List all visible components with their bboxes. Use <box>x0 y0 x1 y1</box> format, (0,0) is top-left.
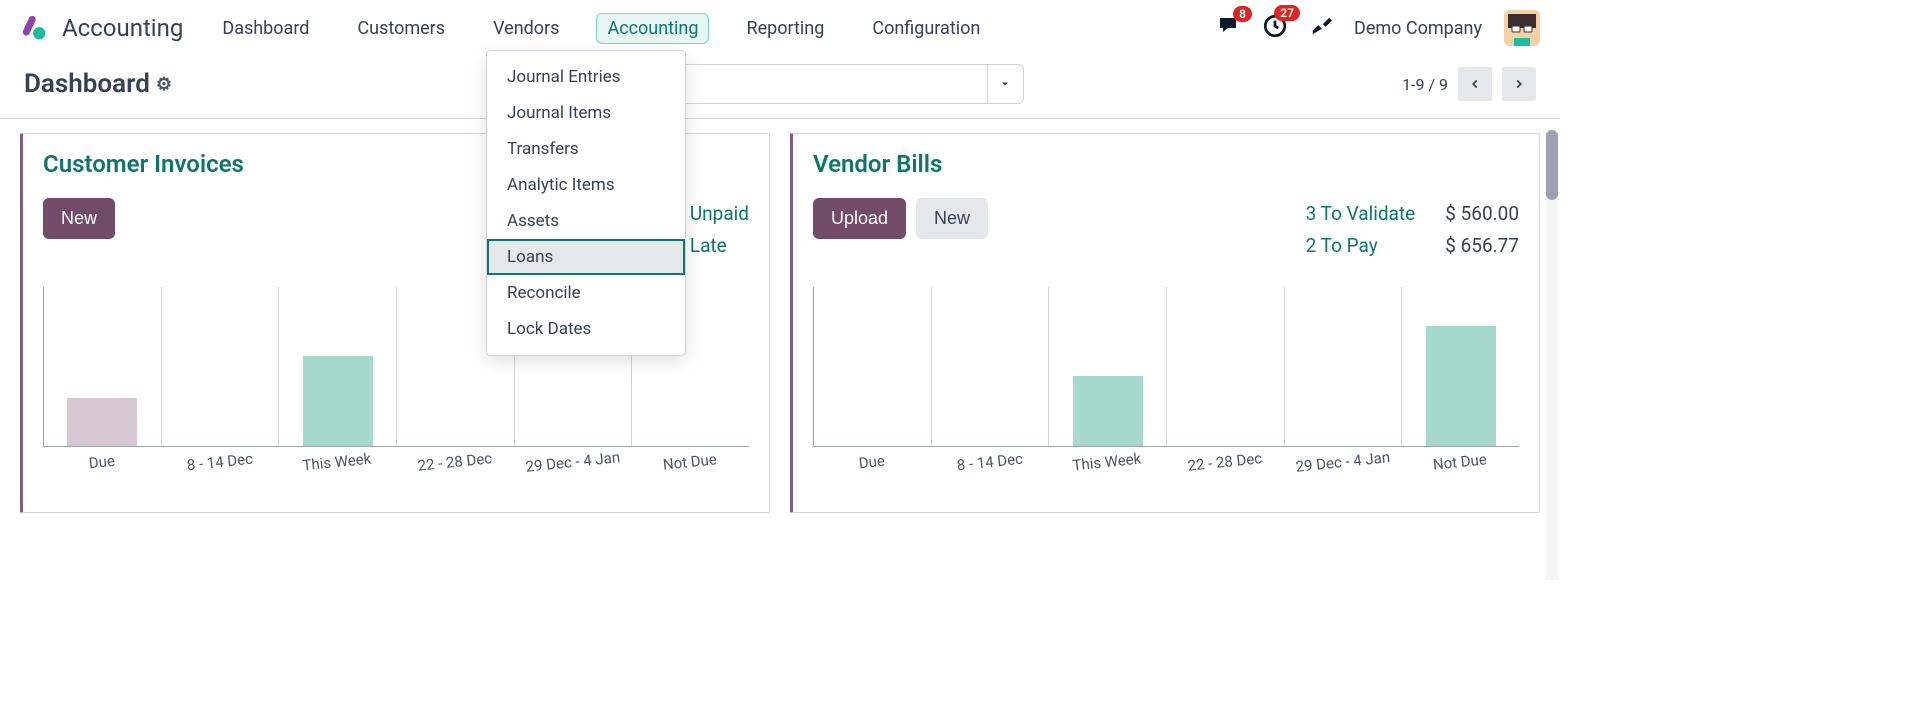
pager-next[interactable] <box>1502 67 1536 101</box>
dropdown-reconcile[interactable]: Reconcile <box>487 275 685 311</box>
chart-bar <box>303 356 373 446</box>
card-vendor-bills: Vendor Bills Upload New 3 To Validate 2 … <box>790 133 1540 513</box>
chart-xlabel: 8 - 14 Dec <box>160 446 279 476</box>
chart-xlabel: 29 Dec - 4 Jan <box>513 446 632 476</box>
topbar-right: 8 27 Demo Company <box>1216 10 1540 46</box>
dropdown-transfers[interactable]: Transfers <box>487 131 685 167</box>
chart-xlabel: This Week <box>1048 446 1167 476</box>
bills-upload-button[interactable]: Upload <box>813 198 906 239</box>
chart-xlabel: 22 - 28 Dec <box>395 446 514 476</box>
dropdown-journal-entries[interactable]: Journal Entries <box>487 59 685 95</box>
avatar[interactable] <box>1504 10 1540 46</box>
nav-dashboard[interactable]: Dashboard <box>211 13 320 44</box>
nav-customers[interactable]: Customers <box>346 13 456 44</box>
activities-icon[interactable]: 27 <box>1262 13 1288 43</box>
accounting-dropdown: Journal Entries Journal Items Transfers … <box>486 50 686 356</box>
page-title: Dashboard ⚙ <box>24 69 172 99</box>
topbar: Accounting Dashboard Customers Vendors A… <box>0 0 1560 56</box>
dropdown-analytic-items[interactable]: Analytic Items <box>487 167 685 203</box>
pager: 1-9 / 9 <box>1402 67 1536 101</box>
card-title-bills[interactable]: Vendor Bills <box>813 150 1519 178</box>
tools-icon[interactable] <box>1310 15 1332 41</box>
gear-icon[interactable]: ⚙ <box>156 74 172 95</box>
messages-badge: 8 <box>1233 6 1252 22</box>
chart-column <box>1049 287 1167 446</box>
nav-vendors[interactable]: Vendors <box>482 13 570 44</box>
bills-status-validate-val: $ 560.00 <box>1445 198 1519 230</box>
chart-bar <box>67 398 137 446</box>
bills-status-validate[interactable]: 3 To Validate <box>1306 198 1416 230</box>
card-top-bills: Upload New 3 To Validate 2 To Pay $ 560.… <box>813 198 1519 263</box>
nav-accounting[interactable]: Accounting <box>596 13 709 44</box>
app-title[interactable]: Accounting <box>62 14 183 42</box>
bills-status-topay[interactable]: 2 To Pay <box>1306 230 1416 262</box>
nav-configuration[interactable]: Configuration <box>861 13 991 44</box>
chart-column <box>1285 287 1403 446</box>
chart-xlabel: Due <box>42 446 161 476</box>
chart-xlabel: 29 Dec - 4 Jan <box>1283 446 1402 476</box>
chart-xlabel: 8 - 14 Dec <box>930 446 1049 476</box>
chart-column <box>1402 287 1519 446</box>
chart-bar <box>1426 326 1496 446</box>
chart-xlabel: This Week <box>278 446 397 476</box>
chart-xlabel: Not Due <box>1401 446 1520 476</box>
content: Customer Invoices New 4 Unpaid 1 Late Du… <box>0 119 1560 527</box>
messages-icon[interactable]: 8 <box>1216 14 1240 42</box>
bills-new-button[interactable]: New <box>916 198 988 239</box>
pager-prev[interactable] <box>1458 67 1492 101</box>
scrollbar-thumb[interactable] <box>1546 130 1558 200</box>
company-switcher[interactable]: Demo Company <box>1354 18 1482 39</box>
chart-column <box>162 287 280 446</box>
dropdown-loans[interactable]: Loans <box>487 239 685 275</box>
bills-xaxis: Due8 - 14 DecThis Week22 - 28 Dec29 Dec … <box>813 453 1519 471</box>
chart-bar <box>1073 376 1143 446</box>
dropdown-lock-dates[interactable]: Lock Dates <box>487 311 685 347</box>
chart-column <box>279 287 397 446</box>
chart-xlabel: 22 - 28 Dec <box>1165 446 1284 476</box>
pager-text: 1-9 / 9 <box>1402 75 1448 94</box>
dropdown-assets[interactable]: Assets <box>487 203 685 239</box>
subbar: Dashboard ⚙ 1-9 / 9 <box>0 56 1560 118</box>
main-nav: Dashboard Customers Vendors Accounting R… <box>211 13 991 44</box>
chart-column <box>1167 287 1285 446</box>
invoices-xaxis: Due8 - 14 DecThis Week22 - 28 Dec29 Dec … <box>43 453 749 471</box>
page-title-text: Dashboard <box>24 69 150 99</box>
invoices-new-button[interactable]: New <box>43 198 115 239</box>
bills-status-topay-val: $ 656.77 <box>1445 230 1519 262</box>
search-dropdown-toggle[interactable] <box>987 65 1023 103</box>
chart-xlabel: Not Due <box>631 446 750 476</box>
chart-xlabel: Due <box>812 446 931 476</box>
chart-column <box>932 287 1050 446</box>
bills-chart <box>813 287 1519 447</box>
activities-badge: 27 <box>1274 5 1300 21</box>
dropdown-journal-items[interactable]: Journal Items <box>487 95 685 131</box>
scrollbar[interactable] <box>1546 130 1558 580</box>
chart-column <box>814 287 932 446</box>
chart-column <box>44 287 162 446</box>
bills-status: 3 To Validate 2 To Pay $ 560.00 $ 656.77 <box>1306 198 1519 263</box>
nav-reporting[interactable]: Reporting <box>735 13 835 44</box>
app-logo[interactable] <box>20 14 48 42</box>
